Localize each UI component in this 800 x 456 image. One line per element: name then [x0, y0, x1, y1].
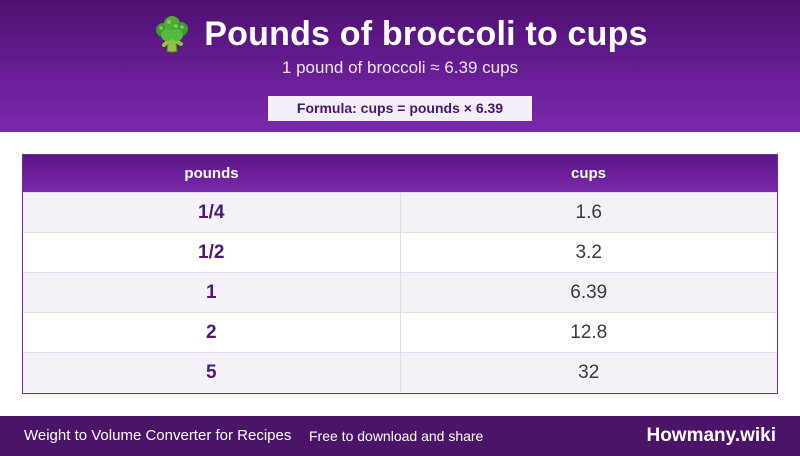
cups-cell: 32: [578, 361, 600, 383]
brand-link[interactable]: Howmany.wiki: [646, 425, 776, 446]
pounds-cell: 5: [23, 353, 401, 392]
table-row: 1 6.39: [23, 272, 777, 312]
column-header-pounds: pounds: [184, 165, 239, 182]
formula-box: Formula: cups = pounds × 6.39: [268, 96, 532, 121]
conversion-table: pounds cups 1/4 1.6 1/2 3.2 1 6.39 2 12.…: [22, 154, 778, 394]
cups-cell: 6.39: [570, 281, 608, 303]
column-header-cups: cups: [570, 165, 606, 182]
footer-bar: Weight to Volume Converter for Recipes F…: [0, 416, 800, 456]
pounds-cell: 1/4: [23, 193, 401, 232]
table-header-row: pounds cups: [23, 155, 777, 192]
pounds-cell: 1: [23, 273, 401, 312]
table-row: 5 32: [23, 352, 777, 392]
table-row: 1/4 1.6: [23, 192, 777, 232]
footer-tagline: Free to download and share: [309, 428, 484, 444]
table-body: 1/4 1.6 1/2 3.2 1 6.39 2 12.8 5 32: [23, 192, 777, 392]
table-row: 1/2 3.2: [23, 232, 777, 272]
title-row: Pounds of broccoli to cups: [0, 12, 800, 56]
page-subtitle: 1 pound of broccoli ≈ 6.39 cups: [281, 58, 519, 77]
pounds-cell: 1/2: [23, 233, 401, 272]
cups-cell: 3.2: [575, 241, 602, 263]
pounds-cell: 2: [23, 313, 401, 352]
table-row: 2 12.8: [23, 312, 777, 352]
cups-cell: 12.8: [570, 321, 608, 343]
page-title: Pounds of broccoli to cups: [204, 14, 648, 53]
footer-app-name: Weight to Volume Converter for Recipes: [24, 427, 292, 444]
header-banner: Pounds of broccoli to cups 1 pound of br…: [0, 0, 800, 132]
cups-cell: 1.6: [575, 201, 602, 223]
broccoli-icon: [152, 14, 192, 54]
